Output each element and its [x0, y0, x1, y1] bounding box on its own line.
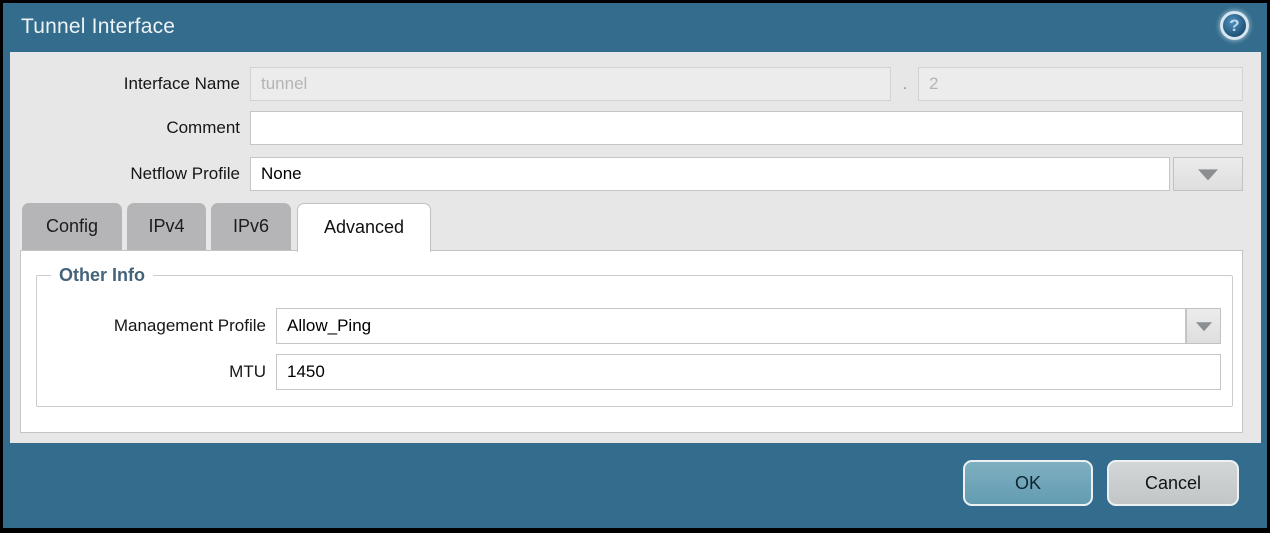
interface-name-base-input: [250, 67, 891, 101]
dialog-titlebar: Tunnel Interface ?: [3, 3, 1267, 53]
comment-input[interactable]: [250, 111, 1243, 145]
cancel-button[interactable]: Cancel: [1107, 460, 1239, 506]
netflow-profile-dropdown[interactable]: None: [250, 157, 1243, 191]
management-profile-value[interactable]: Allow_Ping: [276, 308, 1186, 344]
chevron-down-icon: [1195, 322, 1212, 332]
mtu-label: MTU: [229, 362, 266, 381]
management-profile-dropdown-button[interactable]: [1186, 308, 1221, 344]
help-icon[interactable]: ?: [1220, 11, 1249, 40]
netflow-profile-value[interactable]: None: [250, 157, 1170, 191]
comment-label: Comment: [166, 118, 240, 137]
dialog-title: Tunnel Interface: [21, 15, 176, 38]
advanced-tab-panel: Other Info Management Profile Allow_Ping…: [20, 250, 1243, 433]
tab-advanced[interactable]: Advanced: [297, 203, 431, 252]
other-info-legend: Other Info: [59, 265, 145, 285]
interface-name-label: Interface Name: [123, 74, 240, 93]
tab-ipv4[interactable]: IPv4: [127, 203, 206, 250]
management-profile-dropdown[interactable]: Allow_Ping: [276, 308, 1221, 344]
chevron-down-icon: [1198, 169, 1218, 181]
dialog-body: Interface Name . Comment Netflow Profile…: [10, 52, 1261, 443]
dialog-frame: Tunnel Interface ? Interface Name . Comm…: [3, 3, 1267, 528]
other-info-group: Other Info: [36, 265, 1233, 407]
management-profile-label: Management Profile: [113, 316, 266, 335]
ok-button[interactable]: OK: [963, 460, 1093, 506]
tab-config[interactable]: Config: [22, 203, 122, 250]
interface-name-separator: .: [902, 74, 908, 93]
tab-ipv6[interactable]: IPv6: [211, 203, 291, 250]
mtu-input[interactable]: [276, 354, 1221, 390]
interface-name-suffix-input[interactable]: [918, 67, 1243, 101]
netflow-profile-dropdown-button[interactable]: [1173, 157, 1243, 191]
netflow-profile-label: Netflow Profile: [130, 164, 240, 183]
